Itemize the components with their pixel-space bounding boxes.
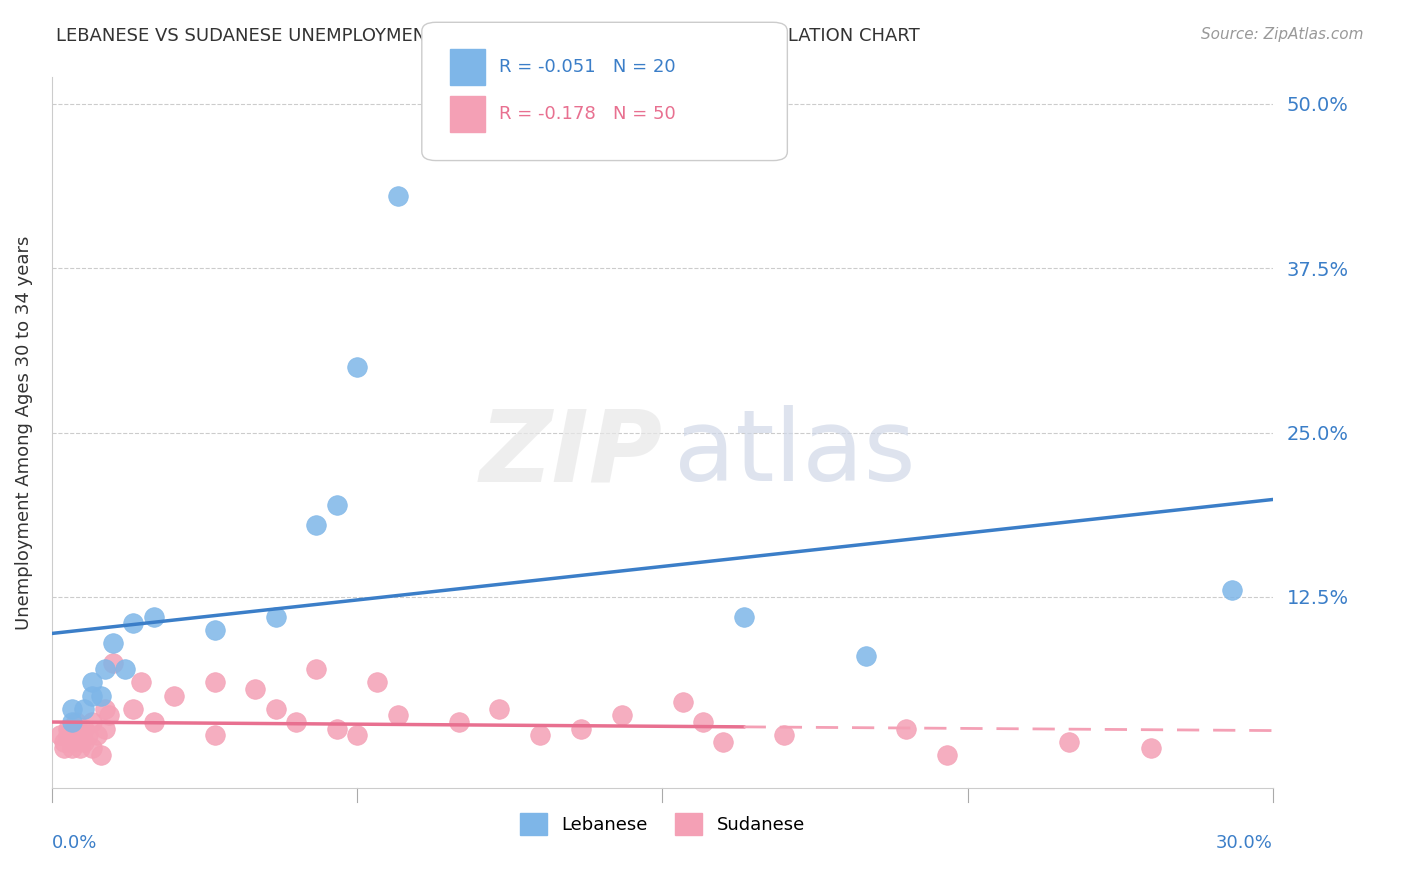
Text: ZIP: ZIP: [479, 405, 662, 502]
Point: [346, 359, 368, 374]
Text: 30.0%: 30.0%: [1216, 834, 1272, 852]
Point: [366, 675, 388, 690]
Point: [82, 741, 104, 756]
Point: [936, 747, 959, 762]
Point: [86, 728, 108, 742]
Point: [49, 728, 72, 742]
Point: [264, 702, 287, 716]
Point: [101, 636, 124, 650]
Point: [101, 656, 124, 670]
Point: [773, 728, 796, 742]
Point: [65, 722, 87, 736]
Point: [97, 708, 120, 723]
Point: [1059, 734, 1081, 748]
Point: [163, 689, 186, 703]
Point: [82, 689, 104, 703]
Point: [387, 189, 409, 203]
Point: [346, 728, 368, 742]
Point: [60, 734, 83, 748]
Y-axis label: Unemployment Among Ages 30 to 34 years: Unemployment Among Ages 30 to 34 years: [15, 235, 32, 630]
Point: [204, 623, 226, 637]
Point: [69, 741, 91, 756]
Point: [204, 728, 226, 742]
Point: [142, 714, 165, 729]
Point: [73, 734, 96, 748]
Point: [90, 747, 112, 762]
Point: [488, 702, 510, 716]
Point: [77, 728, 100, 742]
Point: [245, 682, 267, 697]
Point: [82, 675, 104, 690]
Point: [896, 722, 918, 736]
Point: [1139, 741, 1161, 756]
Point: [325, 722, 347, 736]
Point: [305, 517, 328, 532]
Point: [387, 708, 409, 723]
Point: [610, 708, 633, 723]
Text: atlas: atlas: [675, 405, 917, 502]
Point: [93, 662, 115, 676]
Point: [93, 702, 115, 716]
Point: [73, 722, 96, 736]
Point: [305, 662, 328, 676]
Point: [264, 609, 287, 624]
Point: [855, 649, 877, 664]
Text: R = -0.051   N = 20: R = -0.051 N = 20: [499, 58, 676, 76]
Text: 0.0%: 0.0%: [52, 834, 97, 852]
Point: [73, 702, 96, 716]
Point: [82, 714, 104, 729]
Point: [60, 741, 83, 756]
Point: [672, 695, 695, 709]
Point: [122, 702, 145, 716]
Point: [69, 728, 91, 742]
Text: LEBANESE VS SUDANESE UNEMPLOYMENT AMONG AGES 30 TO 34 YEARS CORRELATION CHART: LEBANESE VS SUDANESE UNEMPLOYMENT AMONG …: [56, 27, 920, 45]
Point: [93, 722, 115, 736]
Point: [1220, 583, 1243, 598]
Point: [325, 498, 347, 512]
Point: [142, 609, 165, 624]
Text: Source: ZipAtlas.com: Source: ZipAtlas.com: [1201, 27, 1364, 42]
Legend: Lebanese, Sudanese: Lebanese, Sudanese: [513, 806, 811, 843]
Point: [204, 675, 226, 690]
Point: [733, 609, 755, 624]
Point: [52, 741, 75, 756]
Point: [56, 728, 79, 742]
Point: [52, 734, 75, 748]
Point: [122, 616, 145, 631]
Point: [56, 722, 79, 736]
Point: [569, 722, 592, 736]
Point: [65, 714, 87, 729]
Point: [60, 702, 83, 716]
Point: [60, 714, 83, 729]
Point: [692, 714, 714, 729]
Point: [284, 714, 307, 729]
Point: [529, 728, 551, 742]
Point: [114, 662, 136, 676]
Point: [129, 675, 152, 690]
Point: [60, 728, 83, 742]
Point: [90, 689, 112, 703]
Point: [447, 714, 470, 729]
Point: [711, 734, 734, 748]
Text: R = -0.178   N = 50: R = -0.178 N = 50: [499, 105, 676, 123]
